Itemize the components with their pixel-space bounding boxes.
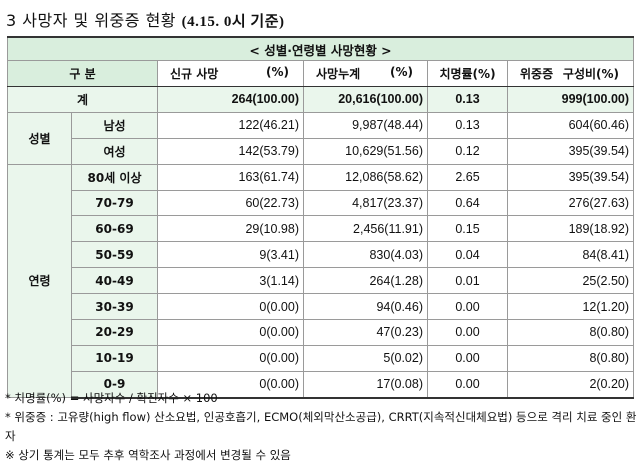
table-body: 계 264(100.00) 20,616(100.00) 0.13 999(10… xyxy=(7,86,635,399)
cell-cum-deaths: 47(0.23) xyxy=(303,319,428,346)
table-row: 30-39 0(0.00) 94(0.46) 0.00 12(1.20) xyxy=(8,293,635,321)
total-severe: 999(100.00) xyxy=(506,86,635,113)
row-label: 60-69 xyxy=(71,215,158,243)
cell-new-deaths: 60(22.73) xyxy=(157,189,304,217)
section-title-main: 3 사망자 및 위중증 현황 xyxy=(6,11,177,30)
footnote-disclaimer: ※ 상기 통계는 모두 추후 역학조사 과정에서 변경될 수 있음 xyxy=(5,448,291,462)
cell-new-deaths: 29(10.98) xyxy=(157,215,304,243)
table-row: 연령 80세 이상 163(61.74) 12,086(58.62) 2.65 395(3… xyxy=(7,163,635,399)
total-cum: 20,616(100.00) xyxy=(303,86,428,113)
table-caption: < 성별·연령별 사망현황 > xyxy=(6,36,635,61)
cell-cfr: 2.65 xyxy=(427,163,508,191)
row-label: 남성 xyxy=(71,111,158,139)
cell-severe: 2(0.20) xyxy=(506,370,635,399)
row-label: 50-59 xyxy=(71,241,158,269)
cell-cfr: 0.12 xyxy=(427,137,508,165)
header-severe: 위중증 구성비(%) xyxy=(506,60,635,87)
cell-cum-deaths: 9,987(48.44) xyxy=(303,111,428,139)
header-new-deaths: 신규 사망 (%) xyxy=(157,60,304,87)
table-row: 20-29 0(0.00) 47(0.23) 0.00 8(0.80) xyxy=(8,319,635,346)
header-cfr: 치명률(%) xyxy=(427,60,508,87)
cell-cum-deaths: 264(1.28) xyxy=(303,267,428,295)
cell-new-deaths: 142(53.79) xyxy=(157,137,304,165)
cell-cfr: 0.04 xyxy=(427,241,508,269)
cell-severe: 12(1.20) xyxy=(506,293,635,321)
cell-cfr: 0.15 xyxy=(427,215,508,243)
table-row: 40-49 3(1.14) 264(1.28) 0.01 25(2.50) xyxy=(8,267,635,295)
cell-new-deaths: 0(0.00) xyxy=(157,293,304,321)
row-label: 30-39 xyxy=(71,293,158,321)
cell-cfr: 0.00 xyxy=(427,370,508,399)
cell-severe: 8(0.80) xyxy=(506,344,635,372)
cell-new-deaths: 0(0.00) xyxy=(157,344,304,372)
cell-new-deaths: 3(1.14) xyxy=(157,267,304,295)
cell-severe: 8(0.80) xyxy=(506,319,635,346)
footnote-cfr: * 치명률(%) = 사망자수 / 확진자수 × 100 xyxy=(5,391,218,405)
row-label: 여성 xyxy=(71,137,158,165)
header-cum-deaths-unit: (%) xyxy=(390,65,413,79)
row-label: 0-9 xyxy=(71,370,158,399)
footnotes: * 치명률(%) = 사망자수 / 확진자수 × 100 * 위중증 : 고유량… xyxy=(5,389,637,465)
table-row: 10-19 0(0.00) 5(0.02) 0.00 8(0.80) xyxy=(8,344,635,372)
table-row-total: 계 264(100.00) 20,616(100.00) 0.13 999(10… xyxy=(7,86,635,113)
cell-cum-deaths: 94(0.46) xyxy=(303,293,428,321)
row-label: 40-49 xyxy=(71,267,158,295)
table-row: 70-79 60(22.73) 4,817(23.37) 0.64 276(27.63) xyxy=(8,189,635,217)
table-row: 50-59 9(3.41) 830(4.03) 0.04 84(8.41) xyxy=(8,241,635,269)
cell-cfr: 0.01 xyxy=(427,267,508,295)
header-cum-deaths-label: 사망누계 xyxy=(316,67,361,81)
cell-cfr: 0.13 xyxy=(427,111,508,139)
cell-severe: 395(39.54) xyxy=(506,163,635,191)
row-label: 20-29 xyxy=(71,319,158,346)
cell-severe: 604(60.46) xyxy=(506,111,635,139)
total-cfr: 0.13 xyxy=(427,86,508,113)
cell-new-deaths: 9(3.41) xyxy=(157,241,304,269)
table-row: 0-9 0(0.00) 17(0.08) 0.00 2(0.20) xyxy=(8,370,635,399)
header-severe-label: 위중증 xyxy=(520,67,554,81)
header-severe-ratio: 구성비(%) xyxy=(562,67,620,81)
section-title: 3 사망자 및 위중증 현황 (4.15. 0시 기준) xyxy=(6,7,285,31)
cell-cum-deaths: 5(0.02) xyxy=(303,344,428,372)
header-cum-deaths: 사망누계 (%) xyxy=(303,60,428,87)
cell-new-deaths: 0(0.00) xyxy=(157,370,304,399)
total-label: 계 xyxy=(7,86,158,113)
cell-cum-deaths: 12,086(58.62) xyxy=(303,163,428,191)
table-row: 60-69 29(10.98) 2,456(11.91) 0.15 189(18.92) xyxy=(8,215,635,243)
cell-cfr: 0.00 xyxy=(427,293,508,321)
row-group-label: 성별 xyxy=(7,111,72,165)
cell-severe: 84(8.41) xyxy=(506,241,635,269)
cell-cum-deaths: 4,817(23.37) xyxy=(303,189,428,217)
row-group-label: 연령 xyxy=(7,163,72,399)
cell-new-deaths: 122(46.21) xyxy=(157,111,304,139)
table-row: 여성 142(53.79) 10,629(51.56) 0.12 395(39.54) xyxy=(8,137,635,165)
footnote-severe: * 위중증 : 고유량(high flow) 산소요법, 인공호흡기, ECMO… xyxy=(5,410,637,443)
cell-cfr: 0.64 xyxy=(427,189,508,217)
header-new-deaths-unit: (%) xyxy=(266,65,289,79)
section-title-date: (4.15. 0시 기준) xyxy=(181,14,285,30)
header-category: 구 분 xyxy=(7,60,158,87)
row-label: 80세 이상 xyxy=(71,163,158,191)
total-new: 264(100.00) xyxy=(157,86,304,113)
row-label: 10-19 xyxy=(71,344,158,372)
header-new-deaths-label: 신규 사망 xyxy=(170,67,219,81)
cell-cum-deaths: 830(4.03) xyxy=(303,241,428,269)
cell-new-deaths: 163(61.74) xyxy=(157,163,304,191)
cell-severe: 25(2.50) xyxy=(506,267,635,295)
cell-new-deaths: 0(0.00) xyxy=(157,319,304,346)
death-status-table: < 성별·연령별 사망현황 > 구 분 신규 사망 (%) 사망누계 (%) 치명률… xyxy=(6,36,635,399)
table-row: 성별 남성 122(46.21) 9,987(48.44) 0.13 604(60.46) xyxy=(7,111,635,165)
cell-severe: 189(18.92) xyxy=(506,215,635,243)
cell-cfr: 0.00 xyxy=(427,319,508,346)
cell-cum-deaths: 2,456(11.91) xyxy=(303,215,428,243)
cell-cum-deaths: 17(0.08) xyxy=(303,370,428,399)
cell-severe: 395(39.54) xyxy=(506,137,635,165)
cell-cum-deaths: 10,629(51.56) xyxy=(303,137,428,165)
cell-cfr: 0.00 xyxy=(427,344,508,372)
cell-severe: 276(27.63) xyxy=(506,189,635,217)
row-label: 70-79 xyxy=(71,189,158,217)
